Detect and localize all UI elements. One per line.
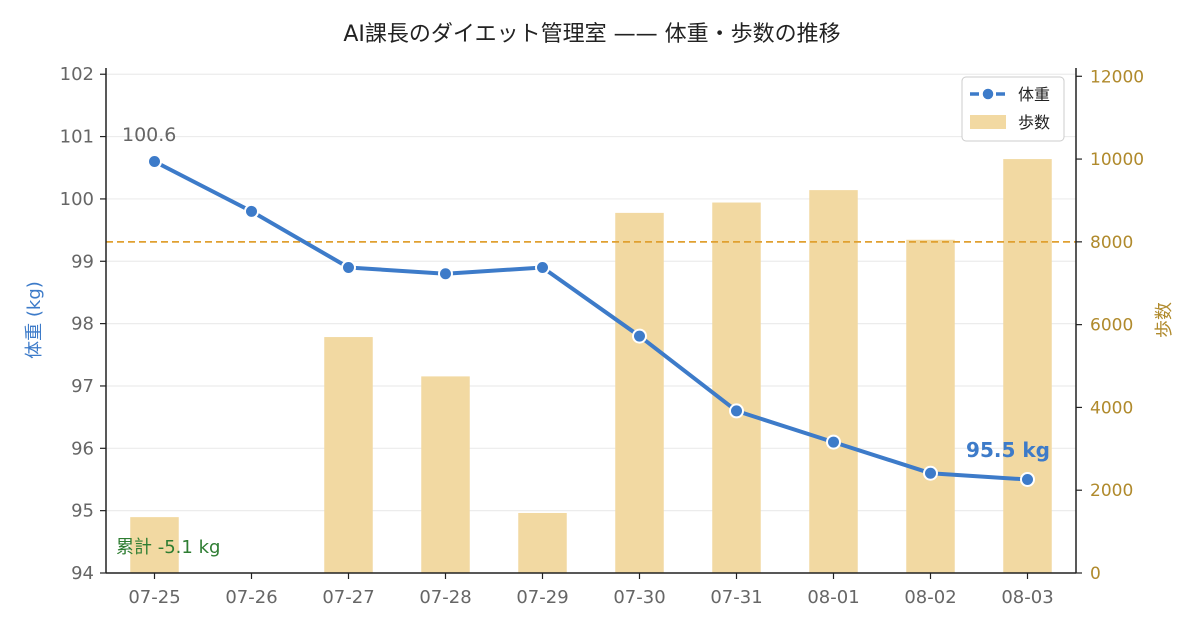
weight-point [923, 465, 938, 481]
steps-bar [809, 190, 858, 573]
steps-bar [615, 212, 664, 573]
weight-point [632, 328, 647, 344]
legend: 体重 歩数 [961, 76, 1065, 142]
start-weight-annotation: 100.6 [122, 124, 176, 146]
total-change-annotation: 累計 -5.1 kg [116, 537, 220, 558]
right-tick-label: 8000 [1090, 233, 1133, 253]
right-axis-ticks: 0 2000 4000 6000 8000 10000 12000 [1076, 67, 1144, 584]
x-tick-label: 08-03 [1001, 587, 1053, 608]
left-tick-label: 97 [71, 376, 94, 397]
steps-bar [712, 202, 761, 573]
weight-line-layer [147, 154, 1035, 487]
steps-bar [906, 239, 955, 574]
weight-point [341, 260, 356, 276]
grid-lines [106, 73, 1076, 574]
right-tick-label: 12000 [1090, 67, 1144, 87]
left-tick-label: 100 [60, 189, 94, 210]
x-tick-label: 07-28 [419, 587, 471, 608]
left-tick-label: 94 [71, 563, 94, 584]
left-axis-ticks: 94 95 96 97 98 99 100 101 102 [60, 64, 106, 584]
right-tick-label: 4000 [1090, 398, 1133, 418]
weight-line [152, 159, 1030, 482]
right-tick-label: 6000 [1090, 316, 1133, 336]
steps-bar [1003, 159, 1052, 574]
weight-point [147, 154, 162, 170]
legend-weight-label: 体重 [1018, 85, 1050, 104]
left-tick-label: 95 [71, 501, 94, 522]
steps-bar [421, 376, 470, 573]
x-tick-label: 07-27 [322, 587, 374, 608]
x-tick-label: 08-01 [807, 587, 859, 608]
right-axis-label: 歩数 [1154, 302, 1175, 338]
weight-point [729, 403, 744, 419]
steps-bar [324, 337, 373, 573]
right-tick-label: 0 [1090, 564, 1101, 584]
x-axis-ticks: 07-25 07-26 07-27 07-28 07-29 07-30 07-31 08-01… [128, 573, 1054, 608]
x-tick-label: 07-31 [710, 587, 762, 608]
steps-bar [518, 512, 567, 573]
weight-point [1020, 471, 1035, 487]
left-tick-label: 98 [71, 314, 94, 335]
steps-bar [130, 517, 179, 573]
right-tick-label: 10000 [1090, 150, 1144, 170]
left-tick-label: 99 [71, 251, 94, 272]
left-tick-label: 102 [60, 64, 94, 85]
weight-point [826, 434, 841, 450]
left-tick-label: 101 [60, 127, 94, 148]
weight-point [535, 260, 550, 276]
x-tick-label: 07-30 [613, 587, 665, 608]
chart-title: AI課長のダイエット管理室 —— 体重・歩数の推移 [343, 22, 840, 47]
x-tick-label: 07-29 [516, 587, 568, 608]
x-tick-label: 07-26 [225, 587, 277, 608]
weight-point [438, 266, 453, 282]
right-tick-label: 2000 [1090, 481, 1133, 501]
left-tick-label: 96 [71, 438, 94, 459]
x-tick-label: 08-02 [904, 587, 956, 608]
end-weight-annotation: 95.5 kg [966, 438, 1050, 462]
x-tick-label: 07-25 [128, 587, 180, 608]
legend-weight-swatch-marker [981, 87, 995, 101]
legend-steps-swatch [970, 115, 1006, 129]
steps-bars [130, 159, 1052, 574]
legend-steps-label: 歩数 [1018, 113, 1050, 132]
left-axis-label: 体重 (kg) [24, 281, 45, 359]
weight-point [244, 203, 259, 219]
